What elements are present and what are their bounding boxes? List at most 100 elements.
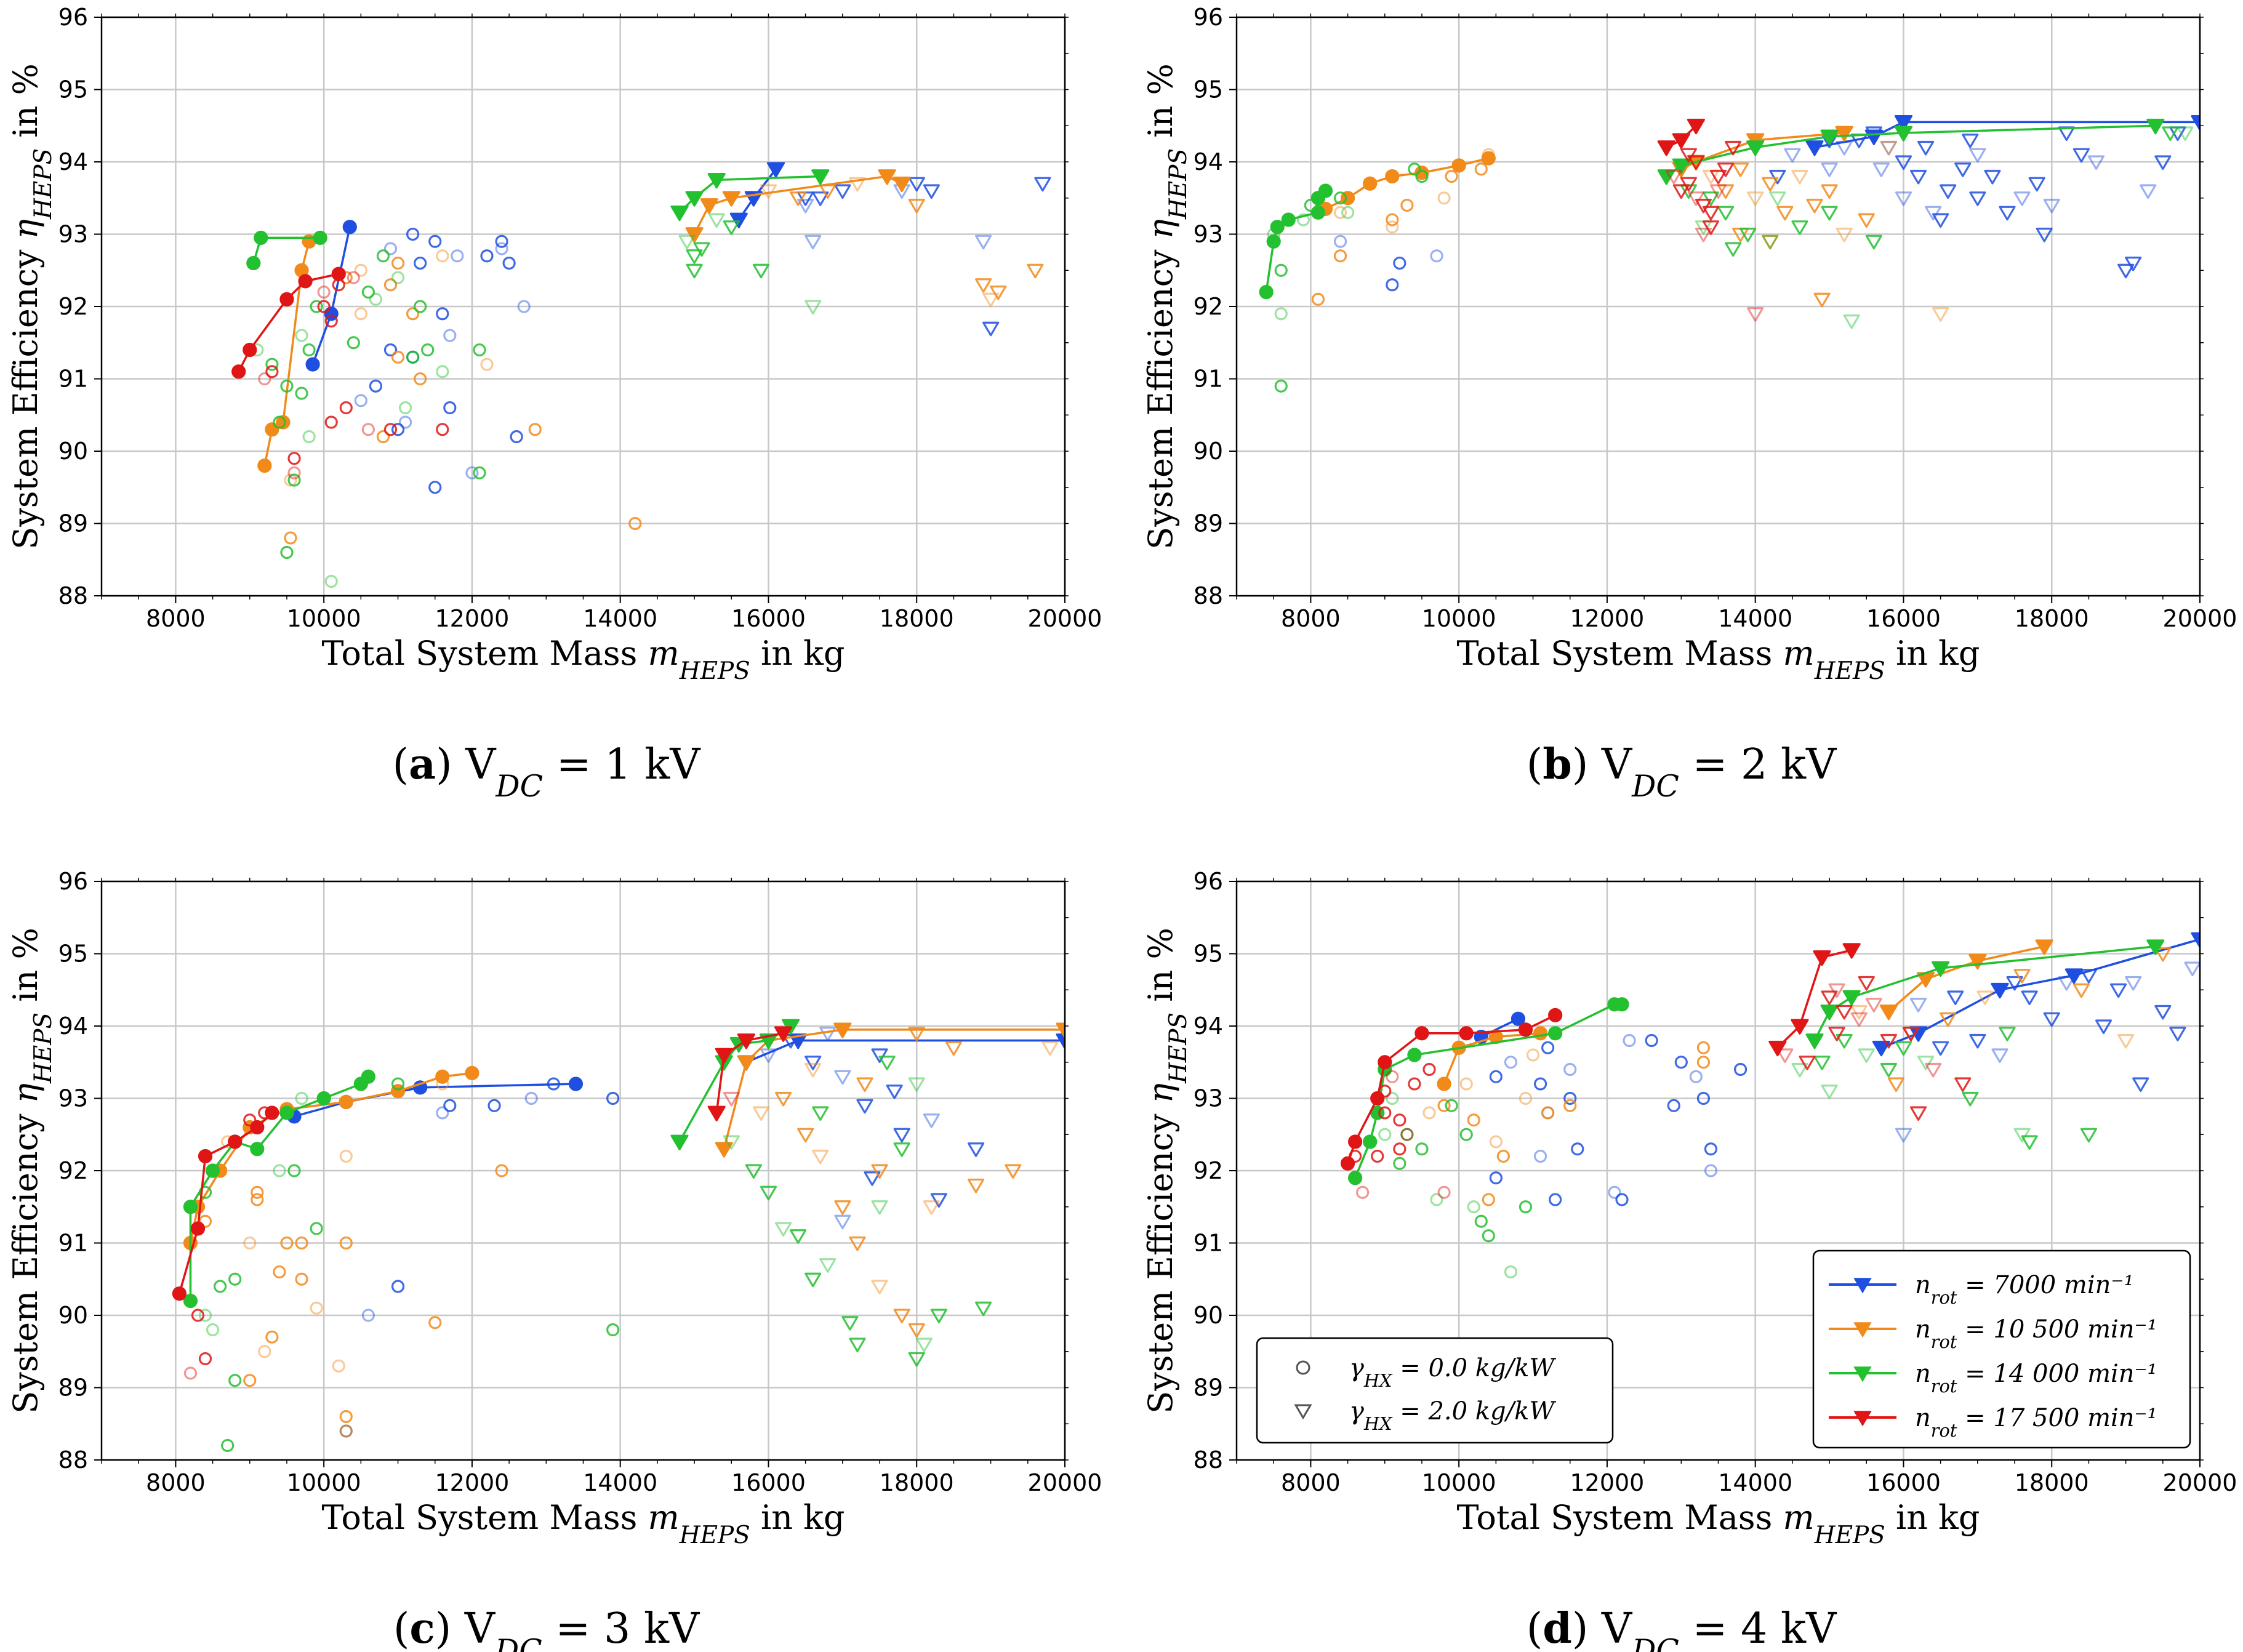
- pareto-point: [1310, 205, 1326, 220]
- pareto-point: [1378, 1055, 1392, 1070]
- panel-caption-part: V: [1601, 740, 1633, 789]
- data-point: [502, 256, 516, 270]
- pareto-point: [1451, 158, 1466, 173]
- data-point: [1850, 1012, 1868, 1027]
- panel-caption-part: V: [464, 1605, 496, 1652]
- data-point: [369, 379, 383, 393]
- x-axis-label-part: in kg: [1885, 634, 1980, 673]
- x-tick-label: 20000: [1028, 605, 1102, 632]
- y-tick-label: 95: [58, 76, 88, 103]
- y-tick-label: 89: [58, 510, 88, 537]
- y-tick-label: 95: [1194, 940, 1223, 968]
- data-point: [273, 415, 286, 429]
- data-point: [273, 1164, 286, 1177]
- x-tick-label: 10000: [287, 1469, 361, 1496]
- panel-caption-part: ): [1572, 740, 1602, 789]
- data-point: [1784, 148, 1801, 163]
- y-axis-label-part: HEPS: [30, 1012, 57, 1084]
- legend-circle-label: γHX = 0.0 kg/kW: [1349, 1354, 1556, 1391]
- data-point: [1696, 1041, 1711, 1054]
- x-tick-label: 8000: [146, 1469, 206, 1496]
- x-tick-label: 12000: [435, 1469, 509, 1496]
- y-axis-label-part: HEPS: [1165, 1012, 1192, 1084]
- data-point: [1504, 1265, 1518, 1279]
- data-point: [1386, 220, 1399, 234]
- data-point: [1747, 307, 1764, 322]
- data-layer: [231, 162, 1051, 588]
- data-point: [856, 1077, 873, 1092]
- y-tick-label: 92: [58, 1157, 88, 1184]
- y-tick-label: 95: [1194, 76, 1223, 103]
- data-point: [1880, 140, 1897, 156]
- pareto-point: [279, 1105, 294, 1120]
- pareto-point: [1805, 140, 1824, 156]
- data-point: [1489, 1070, 1503, 1083]
- data-point: [1821, 162, 1838, 177]
- data-point: [1739, 227, 1757, 243]
- y-axis-label-part: in %: [6, 928, 45, 1012]
- pareto-point: [172, 1286, 187, 1301]
- pareto-point: [1414, 1026, 1429, 1041]
- data-point: [1393, 1157, 1406, 1170]
- y-tick-label: 94: [58, 1012, 88, 1040]
- data-point: [1813, 292, 1831, 308]
- series-7000-triangle: [737, 1027, 1065, 1230]
- pareto-point: [1270, 220, 1285, 235]
- pareto-point: [1820, 1004, 1839, 1020]
- data-point: [206, 1323, 220, 1337]
- pareto-point: [265, 1105, 279, 1120]
- data-point: [339, 401, 353, 415]
- pareto-point: [1746, 140, 1765, 156]
- plot-frame: [100, 880, 1066, 1461]
- pareto-point: [246, 255, 261, 271]
- data-point: [243, 1113, 257, 1127]
- y-axis-label-part: HEPS: [30, 148, 57, 220]
- x-axis-label-part: m: [648, 634, 680, 673]
- data-point: [930, 1193, 947, 1208]
- data-point: [1843, 314, 1860, 329]
- data-point: [1311, 292, 1325, 306]
- data-point: [1689, 1070, 1703, 1083]
- data-point: [1887, 1077, 1905, 1092]
- data-point: [1969, 191, 1986, 206]
- legend-circle-label-part: γ: [1349, 1354, 1364, 1382]
- data-point: [849, 1337, 866, 1353]
- data-point: [1371, 1149, 1384, 1163]
- pareto-point: [685, 191, 704, 207]
- data-point: [1437, 1185, 1451, 1199]
- pareto-point: [1370, 1091, 1385, 1106]
- pareto-point: [1615, 997, 1629, 1012]
- data-point: [849, 1236, 866, 1251]
- data-point: [923, 184, 940, 199]
- pareto-point: [1363, 176, 1378, 191]
- data-point: [1872, 162, 1890, 177]
- data-point: [517, 300, 531, 313]
- data-point: [265, 1330, 279, 1344]
- legend-marker: [1853, 1278, 1872, 1294]
- pareto-point: [1340, 1156, 1355, 1171]
- panel-4: 8000 10000 12000 14000 16000 18000 20000 88 89 90…: [1141, 868, 2237, 1652]
- data-point: [436, 307, 449, 321]
- data-point: [752, 1106, 770, 1121]
- x-axis-label-part: in kg: [750, 1498, 845, 1537]
- grid: 8000 10000 12000 14000 16000 18000 20000 88 89 90…: [1194, 868, 2237, 1496]
- data-point: [480, 249, 494, 263]
- pareto-point: [243, 342, 257, 358]
- data-point: [1976, 990, 1994, 1005]
- pareto-point: [878, 169, 896, 185]
- series-7000-circle: [1333, 235, 1443, 292]
- data-point: [1695, 227, 1712, 243]
- x-axis-label-part: Total System Mass: [1457, 634, 1783, 673]
- x-tick-label: 14000: [1718, 1469, 1792, 1496]
- data-point: [1799, 1056, 1816, 1070]
- data-point: [1696, 1091, 1711, 1105]
- data-point: [2021, 990, 2038, 1005]
- pareto-point: [361, 1069, 375, 1084]
- legend-speed-label-part: = 14 000 min⁻¹: [1957, 1360, 2157, 1388]
- data-point: [414, 256, 427, 270]
- data-point: [990, 285, 1007, 300]
- pareto-point: [1056, 1022, 1065, 1038]
- pareto-point: [1657, 140, 1675, 156]
- data-point: [790, 1229, 807, 1244]
